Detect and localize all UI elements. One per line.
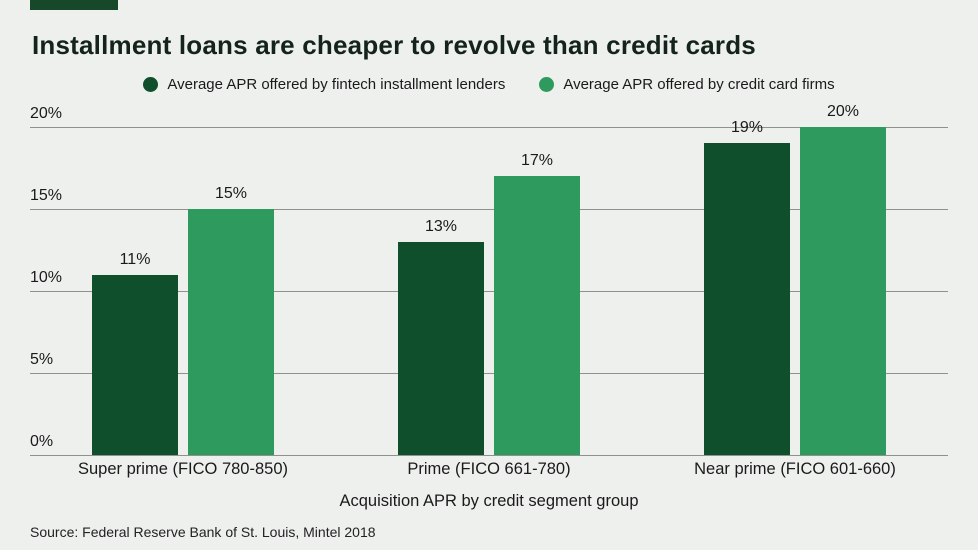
source-attribution: Source: Federal Reserve Bank of St. Loui…: [30, 524, 376, 540]
legend-dot-icon: [539, 77, 555, 92]
y-tick-label: 5%: [30, 351, 54, 368]
gridline-15%: [30, 208, 948, 210]
bar-value-label: 20%: [826, 103, 860, 120]
legend-label: Average APR offered by fintech installme…: [167, 76, 506, 93]
legend-dot-icon: [143, 77, 159, 92]
bar-group: 13% 17%: [336, 127, 642, 455]
bar-value-label: 11%: [119, 250, 151, 268]
bar-series1: 11%: [92, 251, 178, 455]
bar-groups: 11% 15% 13% 17% 19% 20%: [30, 103, 948, 455]
x-axis-title: Acquisition APR by credit segment group: [339, 492, 639, 510]
legend-label: Average APR offered by credit card firms: [563, 76, 835, 93]
y-tick-label: 15%: [30, 187, 63, 204]
bar-series2: 15%: [188, 185, 274, 455]
x-tick-label: Super prime (FICO 780-850): [78, 460, 288, 478]
y-tick-label: 20%: [30, 105, 63, 122]
y-tick-label: 0%: [30, 433, 54, 450]
x-tick-label: Near prime (FICO 601-660): [694, 460, 896, 478]
x-tick-label: Prime (FICO 661-780): [407, 460, 571, 478]
legend-item-series2: Average APR offered by credit card firms: [539, 76, 835, 93]
x-axis-tick-labels: Super prime (FICO 780-850) Prime (FICO 66…: [30, 460, 948, 479]
bar-series1: 19%: [704, 119, 790, 455]
bar-value-label: 19%: [730, 119, 764, 137]
gridline-5%: [30, 372, 948, 374]
bar-value-label: 17%: [520, 152, 554, 170]
chart-legend: Average APR offered by fintech installme…: [0, 76, 978, 93]
plot-wrap: 0% 5% 10% 15% 20% 11% 15% 13% 17% 19% 20%: [30, 103, 948, 456]
gridline-10%: [30, 290, 948, 292]
y-tick-label: 10%: [30, 269, 63, 286]
bar-value-label: 15%: [214, 185, 248, 202]
bar-value-label: 13%: [424, 217, 458, 235]
bar-group: 11% 15%: [30, 127, 336, 455]
bar-group: 19% 20%: [642, 103, 948, 455]
bar-series1: 13%: [398, 218, 484, 455]
gridline-20%: [30, 126, 948, 128]
brand-accent-strip: [30, 0, 118, 10]
chart-title: Installment loans are cheaper to revolve…: [32, 30, 756, 60]
bar-series2: 20%: [800, 103, 886, 455]
bar-series2: 17%: [494, 152, 580, 455]
plot-area: 0% 5% 10% 15% 20% 11% 15% 13% 17% 19% 20%: [30, 103, 948, 456]
legend-item-series1: Average APR offered by fintech installme…: [143, 76, 505, 93]
gridline-0%: [30, 454, 948, 456]
